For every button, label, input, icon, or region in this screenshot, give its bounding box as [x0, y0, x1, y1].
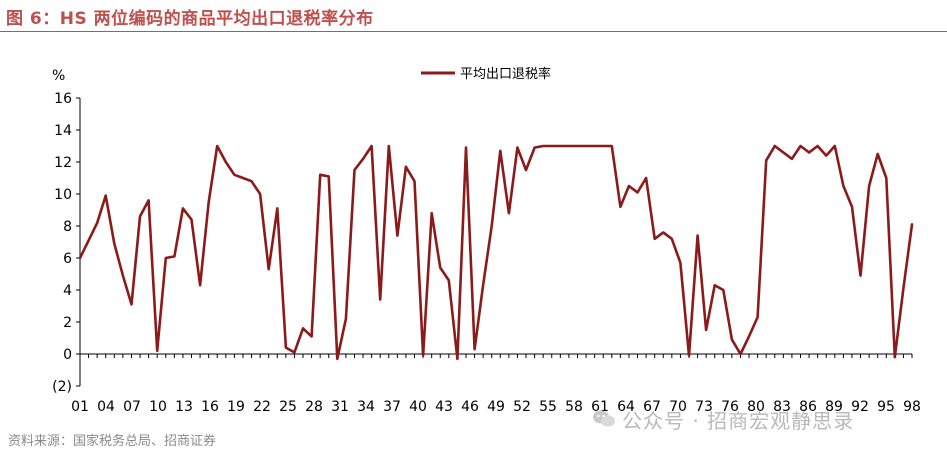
y-tick-label: 0 — [63, 347, 72, 363]
x-tick-label: 28 — [305, 399, 323, 415]
x-tick-label: 58 — [565, 399, 583, 415]
x-tick-label: 46 — [461, 399, 479, 415]
x-tick-label: 52 — [513, 399, 531, 415]
x-tick-label: 64 — [617, 399, 635, 415]
x-axis: 01 04 07 10 13 16 19 22 25 28 31 34 37 40 43 46 49 52 55 58… — [71, 353, 921, 415]
series-line-avg-rebate — [78, 144, 914, 361]
x-tick-label: 07 — [123, 399, 141, 415]
x-tick-label: 89 — [825, 399, 843, 415]
y-axis: 16 14 12 10 8 6 4 2 0 (2) — [52, 91, 81, 395]
x-tick-label: 10 — [149, 399, 167, 415]
x-tick-label: 76 — [721, 399, 739, 415]
x-tick-label: 25 — [279, 399, 297, 415]
x-tick-label: 92 — [851, 399, 869, 415]
watermark: 公众号 · 招商宏观静思录 — [622, 409, 855, 433]
y-tick-label: 6 — [63, 251, 72, 267]
x-tick-label: 86 — [799, 399, 817, 415]
x-tick-label: 16 — [201, 399, 219, 415]
x-tick-label: 22 — [253, 399, 271, 415]
series-layer — [78, 144, 914, 361]
y-tick-label: 4 — [63, 283, 72, 299]
chart-title: 图 6：HS 两位编码的商品平均出口退税率分布 — [6, 9, 374, 29]
x-tick-label: 31 — [331, 399, 349, 415]
x-tick-label: 40 — [409, 399, 427, 415]
x-tick-label: 34 — [357, 399, 375, 415]
x-tick-label: 55 — [539, 399, 557, 415]
x-tick-label: 95 — [877, 399, 895, 415]
x-tick-label: 19 — [227, 399, 245, 415]
y-tick-label: 2 — [63, 315, 72, 331]
x-tick-label: 83 — [773, 399, 791, 415]
y-tick-label: 10 — [54, 187, 72, 203]
x-tick-label: 67 — [643, 399, 661, 415]
x-tick-label: 98 — [903, 399, 921, 415]
y-tick-label: 16 — [54, 91, 72, 107]
x-tick-label: 01 — [71, 399, 89, 415]
x-tick-label: 04 — [97, 399, 115, 415]
legend-label: 平均出口退税率 — [460, 66, 551, 82]
y-tick-label: 12 — [54, 155, 72, 171]
title-divider — [0, 31, 947, 32]
y-tick-label: 8 — [63, 219, 72, 235]
x-tick-label: 80 — [747, 399, 765, 415]
x-tick-label: 43 — [435, 399, 453, 415]
x-tick-label: 13 — [175, 399, 193, 415]
x-tick-label: 73 — [695, 399, 713, 415]
x-tick-label: 37 — [383, 399, 401, 415]
y-tick-label: (2) — [52, 379, 72, 395]
y-axis-unit: % — [52, 68, 65, 84]
source-note: 资料来源：国家税务总局、招商证券 — [8, 434, 217, 449]
x-tick-label: 49 — [487, 399, 505, 415]
legend: 平均出口退税率 — [421, 66, 551, 82]
wechat-icon — [593, 410, 615, 427]
x-tick-label: 70 — [669, 399, 687, 415]
y-tick-label: 14 — [54, 123, 72, 139]
x-tick-label: 61 — [591, 399, 609, 415]
